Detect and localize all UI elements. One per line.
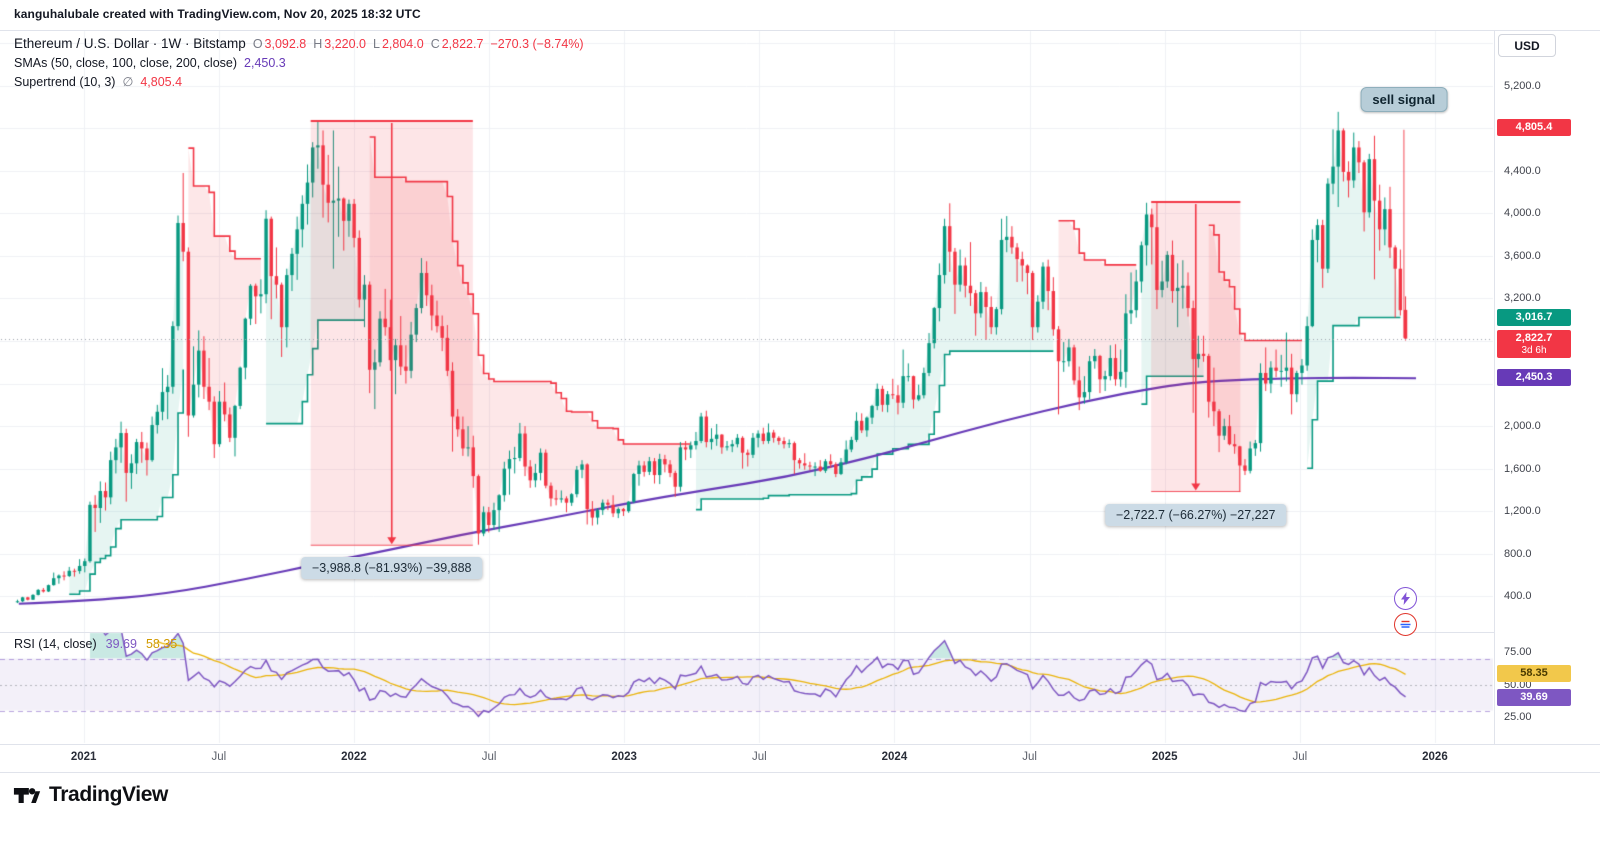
ohlc-high-label: H: [313, 37, 323, 51]
stamp-icon-stack: [1394, 587, 1417, 636]
sma-label: SMAs (50, close, 100, close, 200, close): [14, 56, 238, 70]
frame-top-border: [0, 30, 1600, 31]
rsi-pane-separator[interactable]: [0, 632, 1494, 633]
price-tick-label: 1,600.0: [1504, 462, 1541, 475]
measure-label-2[interactable]: −2,722.7 (−66.27%) −27,227: [1105, 503, 1287, 526]
time-tick-label: 2025: [1151, 751, 1178, 763]
price-tick-label: 3,600.0: [1504, 249, 1541, 262]
globe-stamp-icon: [1394, 613, 1417, 636]
rsi-tick-label: 75.00: [1504, 646, 1532, 658]
brand-name: TradingView: [49, 783, 168, 806]
time-axis[interactable]: 2021 Jul 2022 Jul 2023 Jul 2024 Jul 2025 Jul 2026: [0, 744, 1600, 772]
rsi-badge: 39.69: [1497, 688, 1571, 706]
rsi-value: 39.69: [105, 637, 137, 651]
price-tick-label: 800.0: [1504, 547, 1532, 560]
ohlc-open-label: O: [252, 37, 263, 51]
time-tick-label: Jul: [1292, 751, 1308, 763]
ohlc-low-label: L: [373, 37, 380, 51]
sma-value: 2,450.3: [244, 56, 286, 70]
price-badge: 3,016.7: [1497, 308, 1571, 326]
rsi-tick-label: 25.00: [1504, 711, 1532, 723]
rsi-ma-value: 58.35: [145, 637, 178, 651]
time-axis-separator: [0, 744, 1600, 745]
ohlc-close-label: C: [430, 37, 440, 51]
price-axis[interactable]: 5,200.0 4,400.0 4,000.0 3,600.0 3,200.0 2,000…: [1494, 30, 1600, 744]
measure-label-1[interactable]: −3,988.8 (−81.93%) −39,888: [300, 557, 483, 580]
time-tick-label: 2023: [611, 751, 637, 763]
sell-signal-callout[interactable]: sell signal: [1360, 86, 1448, 112]
price-tick-label: 5,200.0: [1504, 79, 1541, 92]
frame-bottom-border: [0, 772, 1600, 773]
supertrend-label: Supertrend (10, 3): [14, 75, 116, 89]
symbol-title: Ethereum / U.S. Dollar · 1W · Bitstamp: [14, 36, 246, 51]
price-badge: 4,805.4: [1497, 118, 1571, 136]
supertrend-legend-row[interactable]: Supertrend (10, 3) ∅ 4,805.4: [14, 74, 584, 91]
rsi-label: RSI (14, close): [14, 637, 97, 651]
price-tick-label: 4,000.0: [1504, 207, 1541, 220]
time-tick-label: Jul: [751, 751, 767, 763]
ohlc-high-value: 3,220.0: [324, 37, 367, 51]
price-tick-label: 2,000.0: [1504, 420, 1541, 433]
tradingview-brand-link[interactable]: TradingView: [13, 783, 168, 807]
lightning-icon: [1394, 587, 1417, 610]
ohlc-low-value: 2,804.0: [381, 37, 424, 51]
price-tick-label: 400.0: [1504, 590, 1532, 603]
tradingview-logo-icon: [13, 787, 41, 803]
rsi-badge: 58.35: [1497, 664, 1571, 682]
time-tick-label: Jul: [211, 751, 227, 763]
ohlc-open-value: 3,092.8: [264, 37, 307, 51]
ohlc-close-value: 2,822.7: [441, 37, 484, 51]
supertrend-empty-symbol: ∅: [122, 75, 134, 89]
price-tick-label: 3,200.0: [1504, 292, 1541, 305]
time-tick-label: 2024: [881, 751, 908, 763]
time-tick-label: 2022: [341, 751, 367, 763]
rsi-legend-row[interactable]: RSI (14, close) 39.69 58.35: [14, 637, 177, 651]
time-tick-label: 2021: [70, 751, 97, 763]
chart-legend: Ethereum / U.S. Dollar · 1W · Bitstamp O…: [14, 35, 584, 93]
time-tick-label: 2026: [1422, 751, 1448, 763]
countdown-text: 3d 6h: [1521, 344, 1547, 356]
supertrend-value: 4,805.4: [140, 75, 183, 89]
price-badge: 2,822.7 3d 6h: [1497, 329, 1571, 358]
time-tick-label: Jul: [481, 751, 497, 763]
currency-toggle-button[interactable]: USD: [1498, 34, 1556, 57]
symbol-legend-row[interactable]: Ethereum / U.S. Dollar · 1W · Bitstamp O…: [14, 35, 584, 53]
attribution-text: kanguhalubale created with TradingView.c…: [14, 7, 421, 21]
sma-legend-row[interactable]: SMAs (50, close, 100, close, 200, close)…: [14, 55, 584, 72]
time-tick-label: Jul: [1022, 751, 1037, 763]
price-badge: 2,450.3: [1497, 369, 1571, 387]
price-tick-label: 4,400.0: [1504, 164, 1541, 177]
change-value: −270.3 (−8.74%): [490, 37, 584, 51]
price-tick-label: 1,200.0: [1504, 505, 1541, 518]
